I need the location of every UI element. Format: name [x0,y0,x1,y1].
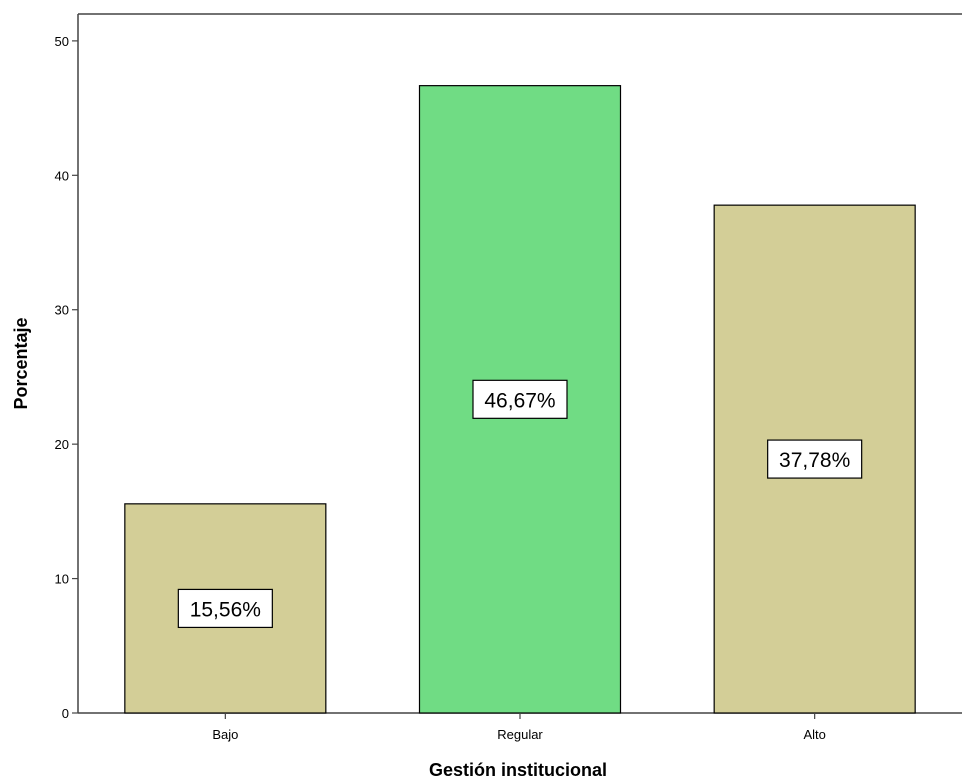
data-label: 37,78% [779,449,850,472]
x-tick-label: Regular [497,727,543,742]
data-label-box [767,439,863,479]
y-tick-label: 0 [62,706,69,721]
data-label: 15,56% [190,598,261,621]
y-tick-label: 20 [55,437,69,452]
y-tick-label: 10 [55,572,69,587]
y-tick-label: 30 [55,303,69,318]
data-label-box [472,379,568,419]
bar-bajo [124,503,327,714]
x-axis-ticks: Bajo Regular Alto [212,713,826,742]
data-labels: 15,56% 46,67% 37,78% [177,379,863,629]
y-axis-title: Porcentaje [11,317,31,409]
y-tick-label: 40 [55,168,69,183]
y-tick-label: 50 [55,34,69,49]
data-label-box [177,588,273,629]
x-tick-label: Alto [803,727,825,742]
y-axis-ticks: 0 10 20 30 40 50 [55,34,78,721]
x-axis-title: Gestión institucional [429,760,607,780]
data-label: 46,67% [484,389,555,412]
x-tick-label: Bajo [212,727,238,742]
